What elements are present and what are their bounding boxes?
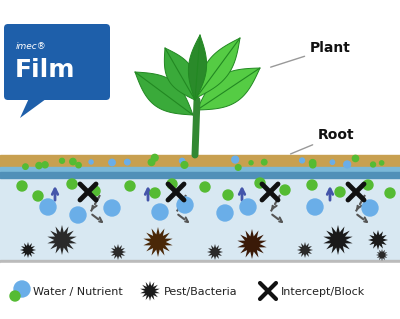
Circle shape — [232, 156, 239, 163]
Circle shape — [352, 155, 358, 162]
Circle shape — [167, 179, 177, 189]
Circle shape — [152, 204, 168, 220]
Text: Pest/Bacteria: Pest/Bacteria — [164, 287, 238, 297]
Text: imec®: imec® — [16, 42, 47, 51]
Circle shape — [67, 179, 77, 189]
Polygon shape — [20, 242, 36, 258]
Polygon shape — [143, 227, 173, 257]
Polygon shape — [297, 242, 313, 258]
Circle shape — [151, 154, 158, 161]
Circle shape — [255, 178, 265, 188]
Circle shape — [240, 199, 256, 215]
Circle shape — [344, 161, 350, 168]
Circle shape — [181, 161, 188, 168]
Circle shape — [89, 160, 93, 164]
Circle shape — [280, 185, 290, 195]
Circle shape — [109, 159, 115, 166]
FancyBboxPatch shape — [4, 24, 110, 100]
Circle shape — [380, 161, 384, 165]
Circle shape — [150, 188, 160, 198]
Circle shape — [148, 159, 155, 166]
Circle shape — [33, 191, 43, 201]
Circle shape — [17, 181, 27, 191]
Circle shape — [362, 200, 378, 216]
Bar — [0, 178, 400, 262]
Polygon shape — [47, 225, 77, 255]
Circle shape — [90, 186, 100, 196]
Circle shape — [76, 162, 81, 168]
Polygon shape — [20, 96, 50, 118]
Bar — [0, 260, 400, 263]
Circle shape — [177, 197, 193, 213]
Bar — [0, 155, 400, 170]
Polygon shape — [368, 230, 388, 250]
Circle shape — [223, 190, 233, 200]
Bar — [0, 172, 400, 178]
Circle shape — [36, 162, 42, 169]
Circle shape — [23, 164, 28, 169]
Circle shape — [125, 181, 135, 191]
Circle shape — [385, 188, 395, 198]
Polygon shape — [207, 244, 223, 260]
Polygon shape — [110, 244, 126, 260]
Circle shape — [307, 180, 317, 190]
Circle shape — [235, 165, 241, 170]
Circle shape — [310, 162, 316, 168]
Text: Film: Film — [15, 58, 76, 82]
Circle shape — [335, 187, 345, 197]
Polygon shape — [237, 229, 267, 259]
Circle shape — [307, 199, 323, 215]
Text: Plant: Plant — [271, 41, 351, 67]
Polygon shape — [135, 72, 193, 115]
Circle shape — [300, 158, 304, 163]
Circle shape — [200, 182, 210, 192]
Text: Root: Root — [290, 128, 355, 154]
Bar — [0, 263, 400, 319]
Circle shape — [42, 162, 48, 168]
Text: Water / Nutrient: Water / Nutrient — [33, 287, 123, 297]
Polygon shape — [140, 281, 160, 301]
Polygon shape — [197, 68, 260, 110]
Circle shape — [60, 158, 64, 163]
Circle shape — [70, 159, 76, 165]
Circle shape — [371, 162, 376, 167]
Polygon shape — [196, 38, 240, 98]
Circle shape — [330, 160, 334, 164]
Bar — [0, 167, 400, 172]
Text: Intercept/Block: Intercept/Block — [281, 287, 365, 297]
Circle shape — [10, 291, 20, 301]
Polygon shape — [323, 225, 353, 255]
Polygon shape — [376, 249, 388, 261]
Circle shape — [363, 180, 373, 190]
Circle shape — [40, 199, 56, 215]
Circle shape — [104, 200, 120, 216]
Circle shape — [124, 160, 130, 165]
Circle shape — [249, 161, 253, 165]
Circle shape — [14, 281, 30, 297]
Circle shape — [180, 158, 185, 163]
Polygon shape — [188, 35, 207, 100]
Circle shape — [70, 207, 86, 223]
Polygon shape — [164, 48, 196, 100]
Circle shape — [262, 160, 267, 165]
Bar — [0, 0, 400, 155]
Circle shape — [217, 205, 233, 221]
Circle shape — [310, 160, 316, 166]
